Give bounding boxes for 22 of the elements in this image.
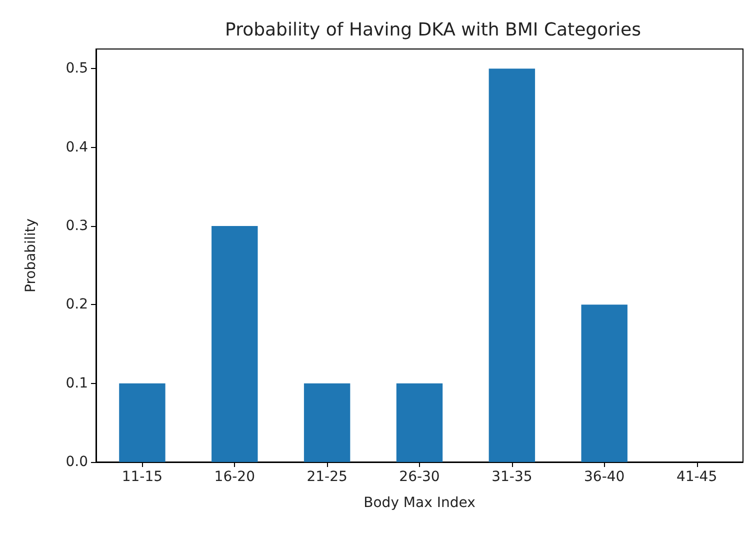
y-tick-label: 0.1: [66, 375, 88, 392]
bar: [581, 304, 628, 462]
bar: [212, 226, 258, 462]
x-tick-label: 41-45: [676, 469, 718, 485]
y-tick-label: 0.4: [66, 139, 88, 156]
y-tick-label: 0.2: [66, 296, 88, 313]
y-tick-label: 0.0: [66, 454, 88, 470]
x-axis-title: Body Max Index: [364, 495, 476, 511]
bar: [304, 383, 350, 462]
x-tick-label: 21-25: [306, 469, 348, 485]
x-tick-label: 31-35: [492, 469, 532, 485]
y-axis-title: Probability: [23, 218, 39, 293]
x-tick-label: 36-40: [584, 469, 625, 485]
x-tick-label: 11-15: [122, 469, 163, 485]
bar: [119, 383, 166, 462]
y-tick-label: 0.5: [66, 60, 88, 77]
y-tick-label: 0.3: [66, 218, 88, 234]
x-tick-label: 16-20: [214, 469, 255, 485]
bar: [396, 383, 443, 462]
chart-title: Probability of Having DKA with BMI Categories: [225, 20, 641, 40]
bar: [488, 68, 536, 462]
x-tick-label: 26-30: [399, 469, 440, 485]
